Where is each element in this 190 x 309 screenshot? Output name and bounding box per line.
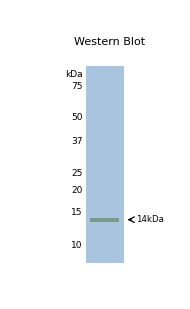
Bar	[86, 66, 124, 263]
Text: 20: 20	[71, 185, 83, 195]
Text: Western Blot: Western Blot	[74, 36, 145, 47]
Bar	[90, 218, 120, 222]
Text: 50: 50	[71, 113, 83, 122]
Text: 37: 37	[71, 137, 83, 146]
Text: 15: 15	[71, 208, 83, 217]
Text: 75: 75	[71, 82, 83, 91]
Text: kDa: kDa	[65, 70, 83, 79]
Text: 25: 25	[71, 169, 83, 178]
Text: 10: 10	[71, 241, 83, 250]
Text: 14kDa: 14kDa	[136, 215, 164, 224]
